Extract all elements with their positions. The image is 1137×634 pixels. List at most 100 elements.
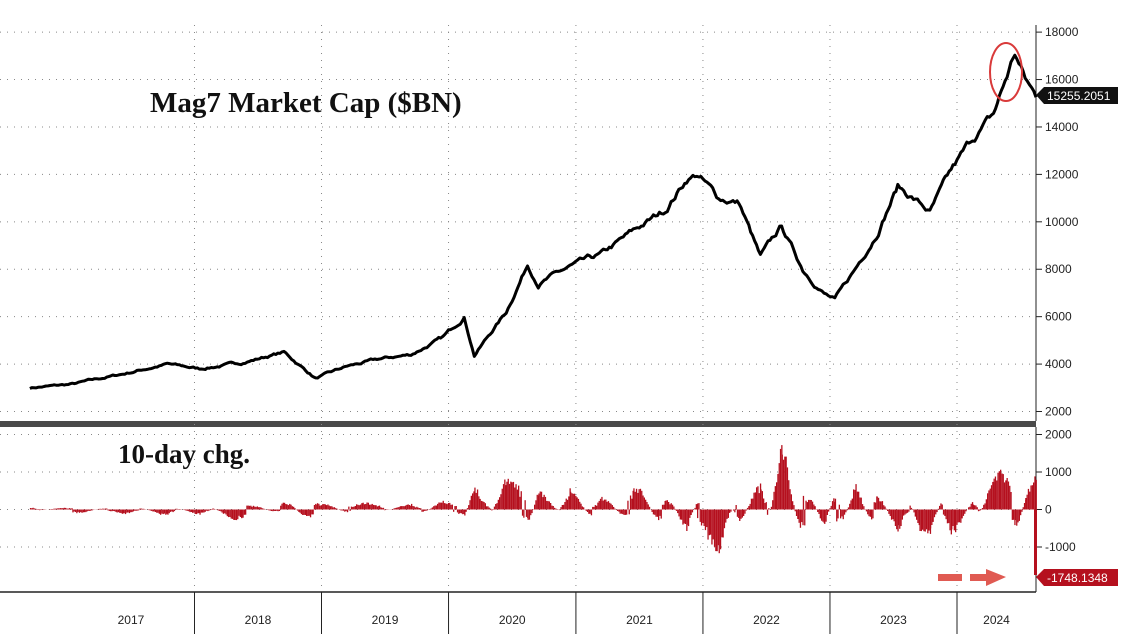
change-bars [29, 445, 1037, 575]
change-bar [774, 486, 776, 510]
change-bar [736, 509, 739, 517]
change-bar [734, 509, 736, 513]
change-bar [438, 502, 440, 510]
change-bar [828, 509, 830, 512]
change-bar [345, 509, 347, 511]
change-bar [575, 495, 577, 510]
change-bar [518, 485, 520, 510]
change-bar [412, 506, 414, 510]
change-bar [193, 509, 195, 513]
change-bar [639, 488, 642, 510]
change-bar [643, 497, 645, 510]
change-bar [819, 509, 821, 519]
change-bar [559, 509, 561, 511]
change-bar [229, 509, 231, 517]
upper-tick-label: 14000 [1045, 120, 1079, 134]
change-bar [1018, 509, 1020, 521]
change-bar [462, 509, 464, 515]
change-bar [154, 509, 157, 512]
change-bar [932, 509, 934, 522]
change-bar [745, 509, 747, 511]
change-bar [489, 508, 492, 510]
change-bar [510, 481, 512, 510]
change-bar [1034, 476, 1036, 510]
change-bar [340, 509, 342, 511]
change-bar [307, 509, 309, 516]
change-bar [1003, 482, 1006, 510]
change-bar [592, 506, 594, 510]
change-bar [52, 509, 54, 510]
change-bar [892, 509, 894, 520]
change-bar [248, 505, 251, 510]
change-bar [855, 484, 857, 510]
change-bar [729, 509, 731, 513]
change-bar [519, 496, 521, 510]
change-bar [277, 509, 279, 512]
upper-ticks: 2000 4000 6000 8000 10000 12000 14000 16000 1800… [1036, 25, 1079, 419]
change-bar [919, 509, 921, 531]
change-bar [993, 478, 995, 510]
upper-tick-label: 10000 [1045, 215, 1079, 229]
change-bar [572, 493, 574, 510]
change-bar [635, 488, 638, 510]
change-bar [72, 509, 74, 513]
change-bar [246, 505, 248, 510]
upper-tick-label: 4000 [1045, 357, 1072, 371]
change-bar [623, 509, 625, 515]
change-bar [493, 506, 496, 510]
change-bar [367, 502, 369, 510]
change-bar [990, 485, 993, 510]
change-bar [602, 500, 604, 510]
change-bar [298, 509, 300, 512]
change-bar [89, 509, 91, 511]
change-bar [365, 504, 367, 510]
change-bar [962, 509, 965, 516]
change-bar [256, 506, 258, 510]
change-bar [586, 509, 589, 512]
change-bar [286, 504, 288, 510]
change-bar [668, 502, 670, 510]
change-bar [781, 454, 783, 510]
change-bar [188, 509, 190, 512]
change-bar [426, 509, 428, 511]
change-bar [715, 509, 717, 552]
change-bar [686, 509, 688, 525]
change-bar [884, 506, 886, 510]
change-bar [497, 499, 499, 510]
change-bar [349, 509, 351, 511]
change-bar [271, 509, 273, 511]
change-bar [647, 504, 649, 510]
change-bar [716, 509, 718, 552]
change-bar [327, 504, 329, 510]
change-bar [169, 509, 172, 512]
change-bar [165, 509, 167, 515]
change-bar [674, 508, 676, 510]
change-bar [362, 502, 364, 510]
change-bar [697, 503, 699, 510]
change-bar [536, 494, 538, 510]
change-bar [551, 505, 553, 510]
change-bar [849, 503, 851, 510]
change-bar [459, 509, 461, 514]
change-bar [508, 483, 511, 510]
change-bar [480, 500, 483, 510]
change-bar [905, 509, 907, 514]
change-bar [516, 489, 518, 510]
change-bar [576, 497, 578, 510]
change-bar [199, 509, 201, 515]
change-bar [694, 507, 696, 510]
change-bar [782, 459, 785, 510]
change-bar [909, 505, 911, 510]
change-bar [721, 509, 723, 538]
change-bar [738, 509, 740, 518]
change-bar [260, 507, 262, 510]
change-bar [739, 509, 741, 521]
change-bar [651, 509, 653, 512]
change-bar [740, 509, 742, 519]
change-bar [217, 509, 219, 511]
change-bar [1027, 488, 1030, 510]
change-bar [231, 509, 234, 519]
change-bar [29, 508, 32, 510]
change-bar [663, 504, 665, 510]
change-bar [401, 506, 403, 510]
